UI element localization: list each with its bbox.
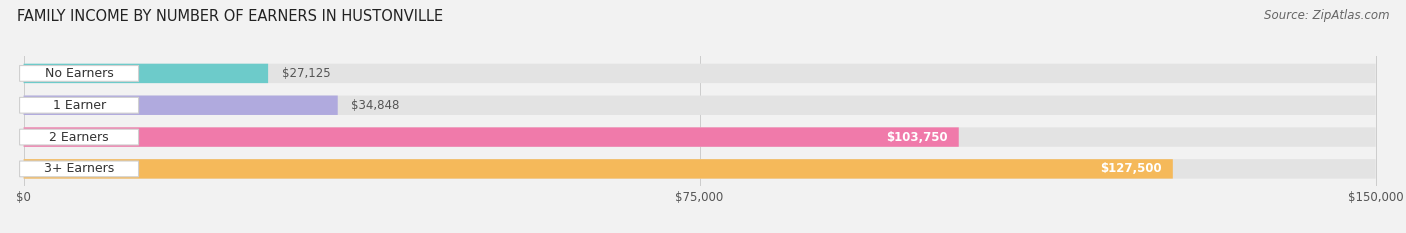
Text: 2 Earners: 2 Earners [49,130,108,144]
Text: $127,500: $127,500 [1101,162,1161,175]
Text: Source: ZipAtlas.com: Source: ZipAtlas.com [1264,9,1389,22]
Text: No Earners: No Earners [45,67,114,80]
Text: 1 Earner: 1 Earner [52,99,105,112]
FancyBboxPatch shape [24,96,337,115]
FancyBboxPatch shape [20,129,139,145]
FancyBboxPatch shape [24,64,269,83]
FancyBboxPatch shape [24,159,1173,179]
Text: $103,750: $103,750 [886,130,948,144]
Text: 3+ Earners: 3+ Earners [44,162,114,175]
FancyBboxPatch shape [24,96,1375,115]
FancyBboxPatch shape [24,159,1375,179]
FancyBboxPatch shape [24,127,1375,147]
FancyBboxPatch shape [20,161,139,177]
Text: $27,125: $27,125 [281,67,330,80]
Text: FAMILY INCOME BY NUMBER OF EARNERS IN HUSTONVILLE: FAMILY INCOME BY NUMBER OF EARNERS IN HU… [17,9,443,24]
FancyBboxPatch shape [20,97,139,113]
FancyBboxPatch shape [24,64,1375,83]
FancyBboxPatch shape [20,65,139,81]
FancyBboxPatch shape [24,127,959,147]
Text: $34,848: $34,848 [352,99,399,112]
